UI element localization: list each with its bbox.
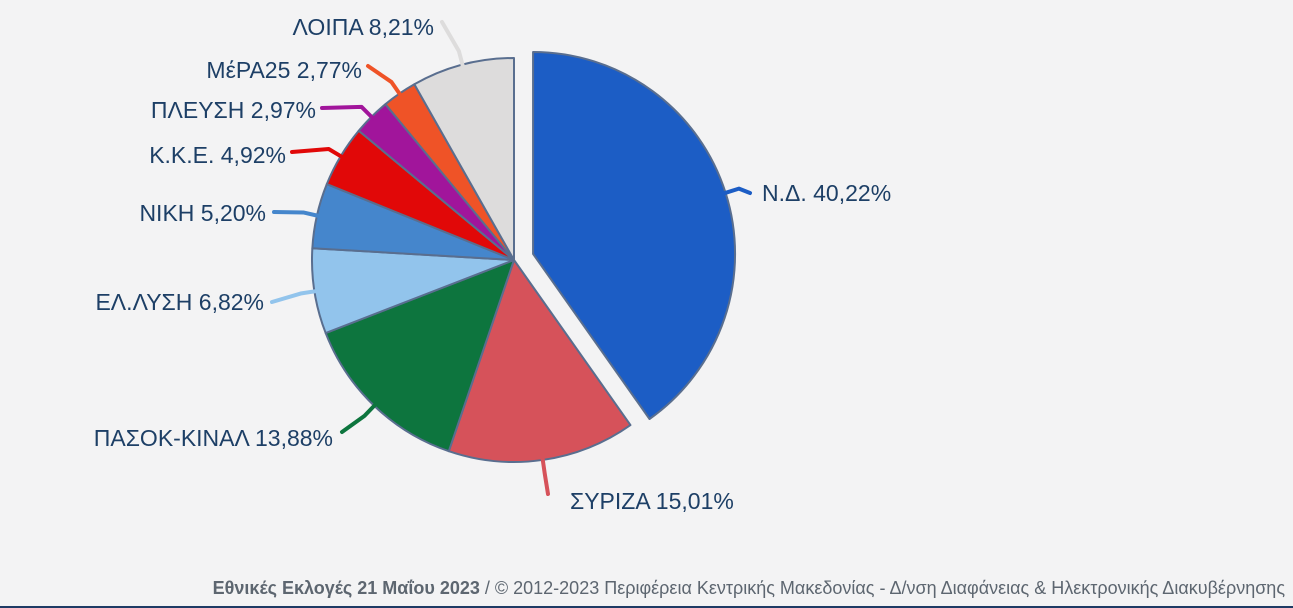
- slice-label: ΠΑΣΟΚ-ΚΙΝΑΛ 13,88%: [94, 425, 333, 451]
- footer-credit: © 2012-2023 Περιφέρεια Κεντρικής Μακεδον…: [494, 578, 1285, 598]
- slice-label: Κ.Κ.Ε. 4,92%: [149, 142, 286, 168]
- slice-label: ΕΛ.ΛΥΣΗ 6,82%: [95, 289, 264, 315]
- slice-label: ΣΥΡΙΖΑ 15,01%: [570, 488, 734, 514]
- leader-line: [540, 455, 550, 496]
- leader-line: [270, 289, 319, 304]
- leader-line: [440, 20, 465, 69]
- leader-line: [320, 104, 375, 121]
- leader-lines: [270, 20, 752, 496]
- pie-slices: [311, 50, 737, 463]
- pie-chart: Ν.Δ. 40,22% ΣΥΡΙΖΑ 15,01% ΠΑΣΟΚ-ΚΙΝΑΛ 13,8…: [94, 14, 891, 514]
- footer-title: Εθνικές Εκλογές 21 Μαΐου 2023: [212, 578, 480, 598]
- slice-labels: Ν.Δ. 40,22% ΣΥΡΙΖΑ 15,01% ΠΑΣΟΚ-ΚΙΝΑΛ 13,8…: [94, 14, 891, 514]
- slice-label: ΜέΡΑ25 2,77%: [206, 57, 362, 83]
- footer-rule: [0, 606, 1293, 608]
- footer: Εθνικές Εκλογές 21 Μαΐου 2023 / © 2012-2…: [0, 578, 1293, 606]
- leader-line: [366, 64, 403, 98]
- leader-line: [721, 186, 752, 196]
- slice-label: ΝΙΚΗ 5,20%: [139, 200, 266, 226]
- slice-label: ΠΛΕΥΣΗ 2,97%: [151, 97, 316, 123]
- slice-label: ΛΟΙΠΑ 8,21%: [293, 14, 434, 40]
- leader-line: [272, 210, 321, 219]
- slice-label: Ν.Δ. 40,22%: [762, 180, 891, 206]
- pie-chart-svg: Ν.Δ. 40,22% ΣΥΡΙΖΑ 15,01% ΠΑΣΟΚ-ΚΙΝΑΛ 13,8…: [94, 14, 891, 514]
- leader-line: [290, 146, 345, 160]
- footer-separator: /: [479, 578, 495, 598]
- leader-line: [340, 402, 378, 434]
